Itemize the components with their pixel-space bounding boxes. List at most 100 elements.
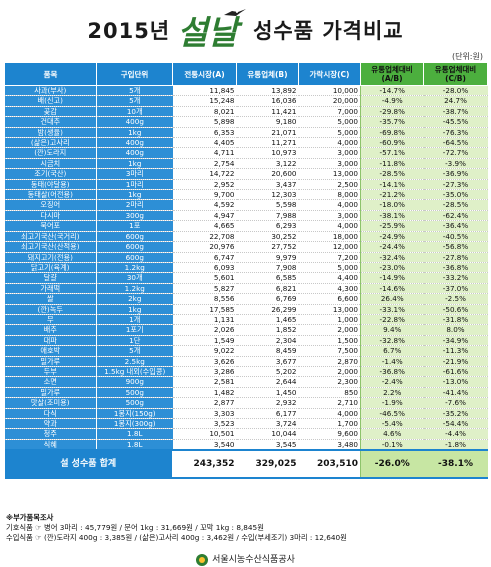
item-unit: 5개 (96, 85, 173, 97)
distributor-price: 7,988 (236, 210, 299, 222)
ratio-ab: -2.4% (360, 376, 424, 388)
col-unit: 구입단위 (96, 62, 173, 86)
distributor-price: 1,465 (236, 314, 299, 326)
table-row: 가래떡 1.2kg 5,827 6,821 4,300 -14.6% -37.0% (4, 283, 488, 295)
distributor-price: 6,293 (236, 220, 299, 232)
item-unit: 400g (96, 116, 173, 128)
market-price: 2,581 (172, 376, 237, 388)
item-name: 애호박 (4, 345, 97, 357)
distributor-price: 6,585 (236, 272, 299, 284)
distributor-price: 9,979 (236, 252, 299, 263)
ratio-ab: -1.9% (360, 397, 424, 409)
item-name: 곶감 (4, 106, 97, 118)
distributor-price: 27,752 (236, 241, 299, 253)
item-name: (깐)도라지 (4, 147, 97, 159)
ratio-cb: -36.8% (423, 262, 488, 274)
price-table: 품목 구입단위 전통시장(A) 유통업체(B) 가락시장(C) 유통업체대비 (A… (4, 62, 488, 480)
item-name: 배(신고) (4, 95, 97, 107)
org-logo-icon (196, 553, 209, 566)
market-price: 15,248 (172, 95, 237, 107)
ratio-ab: 4.6% (360, 428, 424, 440)
ratio-ab: -32.8% (360, 335, 424, 347)
market-price: 1,131 (172, 314, 237, 326)
item-unit: 5개 (96, 95, 173, 107)
item-unit: 10개 (96, 106, 173, 118)
ratio-cb: -35.0% (423, 189, 488, 201)
ratio-cb: -36.9% (423, 168, 488, 180)
item-unit: 1개 (96, 314, 173, 326)
item-unit: 1포 (96, 220, 173, 232)
market-price: 5,898 (172, 116, 237, 128)
market-price: 4,592 (172, 199, 237, 211)
household-price: 7,000 (298, 106, 361, 118)
distributor-price: 11,271 (236, 137, 299, 149)
distributor-price: 16,036 (236, 95, 299, 107)
title-rest: 성수품 가격비교 (253, 19, 404, 43)
item-unit: 30개 (96, 272, 173, 284)
household-price: 13,000 (298, 304, 361, 315)
household-price: 7,200 (298, 252, 361, 263)
table-row: 대파 1단 1,549 2,304 1,500 -32.8% -34.9% (4, 335, 488, 347)
notes-heading: ※부가품목조사 (6, 513, 54, 522)
household-price: 20,000 (298, 95, 361, 107)
household-price: 3,000 (298, 158, 361, 170)
item-unit: 1kg (96, 127, 173, 139)
total-household: 203,510 (298, 449, 361, 480)
table-row: 약과 1봉지(300g) 3,523 3,724 1,700 -5.4% -54.4% (4, 418, 488, 430)
table-row: 닭고기(육계) 1.2kg 6,093 7,908 5,000 -23.0% -36.8% (4, 262, 488, 274)
total-distributor: 329,025 (236, 449, 299, 480)
ratio-ab: -14.9% (360, 272, 424, 284)
household-price: 3,000 (298, 210, 361, 222)
ratio-cb: -28.5% (423, 199, 488, 211)
ratio-ab: -38.1% (360, 210, 424, 222)
item-name: 시금치 (4, 158, 97, 170)
market-price: 2,026 (172, 324, 237, 336)
item-name: 밤(생율) (4, 127, 97, 139)
distributor-price: 5,202 (236, 366, 299, 378)
item-unit: 400g (96, 137, 173, 149)
item-unit: 2kg (96, 293, 173, 305)
table-row: 다식 1봉지(150g) 3,303 6,177 4,000 -46.5% -35.2% (4, 408, 488, 420)
item-unit: 1.2kg (96, 262, 173, 274)
household-price: 5,000 (298, 116, 361, 128)
market-price: 4,665 (172, 220, 237, 232)
item-name: 맛살(조미용) (4, 397, 97, 409)
household-price: 18,000 (298, 231, 361, 243)
market-price: 22,708 (172, 231, 237, 243)
ratio-cb: -72.7% (423, 147, 488, 159)
ratio-ab: -46.5% (360, 408, 424, 420)
item-name: 북어포 (4, 220, 97, 232)
item-name: 동태살(어전용) (4, 189, 97, 201)
ratio-cb: -27.8% (423, 252, 488, 263)
item-name: 사과(부사) (4, 85, 97, 97)
ratio-ab: -25.9% (360, 220, 424, 232)
item-unit: 500g (96, 387, 173, 399)
household-price: 5,000 (298, 262, 361, 274)
household-price: 2,500 (298, 179, 361, 191)
item-unit: 900g (96, 376, 173, 388)
table-row: 무 1개 1,131 1,465 1,000 -22.8% -31.8% (4, 314, 488, 326)
item-unit: 1마리 (96, 179, 173, 191)
market-price: 4,947 (172, 210, 237, 222)
col-ratio-ab: 유통업체대비 (A/B) (360, 62, 424, 86)
total-ratio-ab: -26.0% (360, 449, 424, 480)
table-row: 쇠고기국산(국거리) 600g 22,708 30,252 18,000 -24.9% -4… (4, 231, 488, 243)
ratio-cb: -36.4% (423, 220, 488, 232)
market-price: 4,405 (172, 137, 237, 149)
table-row: 달걀 30개 5,601 6,585 4,400 -14.9% -33.2% (4, 272, 488, 284)
item-unit: 2마리 (96, 199, 173, 211)
household-price: 2,000 (298, 366, 361, 378)
item-unit: 600g (96, 241, 173, 253)
item-name: 오징어 (4, 199, 97, 211)
item-name: 닭고기(육계) (4, 262, 97, 274)
ratio-ab: 6.7% (360, 345, 424, 357)
distributor-price: 7,908 (236, 262, 299, 274)
ratio-cb: -50.6% (423, 304, 488, 315)
ratio-cb: -35.2% (423, 408, 488, 420)
item-unit: 500g (96, 397, 173, 409)
market-price: 17,585 (172, 304, 237, 315)
distributor-price: 2,644 (236, 376, 299, 388)
ratio-ab: -14.6% (360, 283, 424, 295)
household-price: 1,500 (298, 335, 361, 347)
item-unit: 1kg (96, 304, 173, 315)
